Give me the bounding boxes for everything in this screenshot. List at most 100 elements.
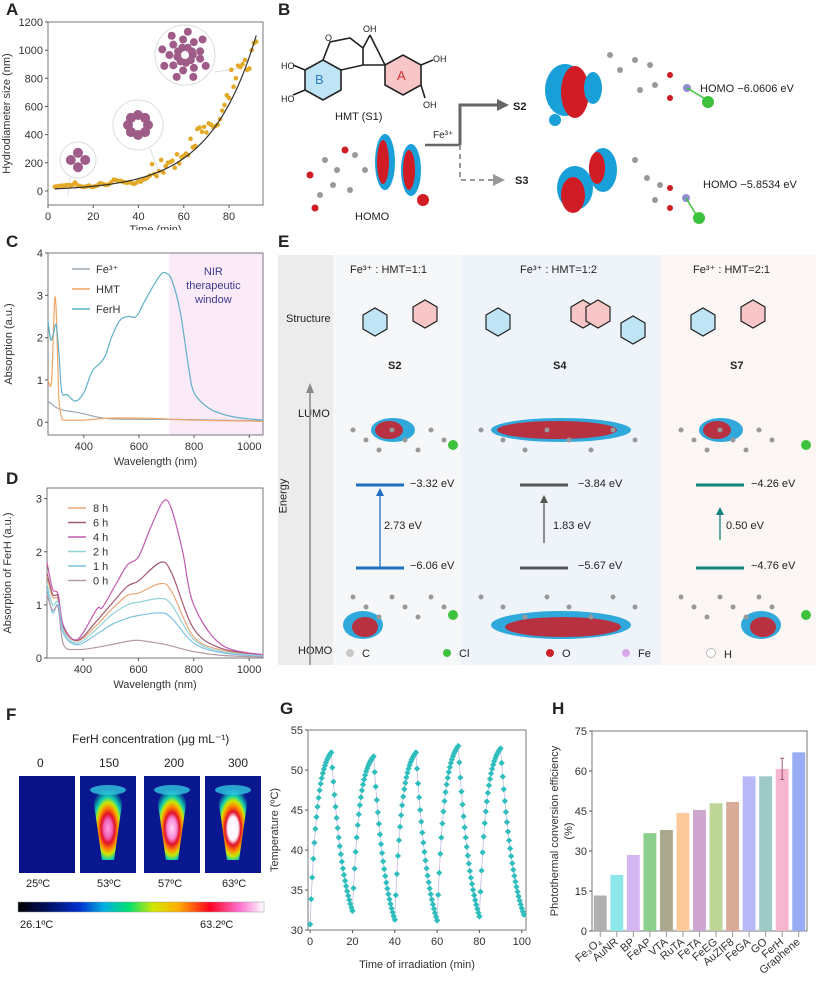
temp-200: 57ºC — [158, 878, 183, 890]
data-point — [513, 883, 520, 890]
chlorine-atom — [801, 440, 811, 450]
data-point — [424, 872, 431, 879]
carbon-atom — [678, 594, 684, 600]
data-point — [399, 802, 406, 809]
homo-energy-s7: −4.76 eV — [751, 560, 796, 572]
bar-1 — [610, 875, 624, 931]
y-axis-label: Absorption (a.u.) — [3, 303, 15, 384]
x-tick-label: 80 — [223, 211, 235, 223]
arrow-to-s2-head — [497, 99, 509, 111]
carbon-atom — [704, 614, 710, 620]
data-point — [231, 84, 236, 90]
panel-label-d: D — [6, 469, 19, 488]
data-point — [442, 789, 449, 796]
energy-arrow-icon — [306, 383, 314, 393]
data-point — [458, 788, 465, 795]
svg-text:OH: OH — [423, 100, 437, 110]
callout-line — [149, 147, 159, 171]
data-point — [386, 896, 393, 903]
data-point — [341, 877, 349, 884]
data-point — [479, 849, 486, 856]
legend-label-3: 2 h — [93, 547, 108, 559]
data-point — [226, 95, 232, 101]
bar-10 — [759, 776, 773, 931]
carbon-atom — [756, 427, 762, 433]
data-point — [387, 900, 394, 908]
data-point — [334, 824, 341, 832]
carbon-atom — [478, 594, 484, 600]
lumo-orbital-lobe-S7 — [703, 421, 731, 439]
name-s7: S7 — [730, 360, 744, 372]
data-point — [423, 865, 430, 872]
data-point — [340, 871, 348, 878]
ring-b-structure — [485, 307, 511, 337]
y-tick-label: 1 — [36, 600, 42, 612]
plot-frame — [46, 487, 264, 659]
chlorine-atom — [448, 440, 458, 450]
panel-label-g: G — [280, 699, 294, 718]
series-line-4 — [46, 588, 264, 658]
data-point — [469, 886, 477, 893]
data-point — [466, 867, 474, 875]
fit-curve — [54, 35, 257, 190]
aggregate-particle — [179, 35, 188, 44]
carbon-atom — [441, 604, 447, 610]
aggregate-particle — [169, 40, 178, 49]
x-tick-label: 800 — [185, 441, 203, 453]
data-point — [429, 901, 436, 908]
data-point — [457, 774, 464, 781]
data-point — [437, 850, 444, 858]
aggregate-particle — [158, 45, 167, 54]
data-point — [485, 782, 493, 789]
s2-homo-orbital — [545, 52, 714, 126]
data-point — [336, 843, 343, 850]
aggregate-particle — [165, 51, 174, 59]
data-point — [436, 869, 443, 876]
chart-g-temperature-cycles: 30 35 40 45 50 55 0 20 40 60 80 100 Time of irradiat… — [269, 725, 531, 971]
data-point — [315, 794, 322, 802]
plot-frame — [307, 729, 527, 931]
e-label-column — [278, 255, 333, 665]
carbon-atom — [350, 427, 356, 433]
panel-b: B A HO HO O OH OH OH HMT (S1) HOMO Fe³⁺ … — [275, 10, 816, 225]
data-point — [201, 124, 207, 130]
data-point — [229, 67, 234, 73]
data-point — [500, 786, 507, 793]
data-point — [418, 818, 425, 825]
aggregate-particle — [196, 47, 205, 56]
temp-300: 63ºC — [222, 878, 247, 890]
carbon-atom — [691, 604, 697, 610]
x-tick-label: 1000 — [237, 441, 261, 453]
aggregate-particle — [172, 72, 181, 81]
data-point — [380, 858, 387, 865]
lumo-energy-s7: −4.26 eV — [751, 478, 796, 490]
data-point — [499, 773, 506, 780]
aggregate-particle — [73, 162, 83, 173]
carbon-atom — [544, 594, 550, 600]
y-tick-label: 30 — [291, 925, 303, 937]
y-tick-label: 45 — [291, 805, 303, 817]
data-point — [353, 834, 360, 841]
homo-label: HOMO — [355, 211, 390, 223]
legend-label-0: 8 h — [93, 503, 108, 515]
x-tick-label: 60 — [178, 211, 190, 223]
data-point — [373, 796, 380, 804]
y-tick-label: 30 — [575, 846, 587, 858]
gap-s7: 0.50 eV — [726, 520, 764, 532]
conc-200: 200 — [164, 756, 185, 770]
data-point — [330, 778, 337, 785]
data-point — [459, 801, 466, 808]
arrow-to-s2 — [458, 103, 497, 145]
data-point — [403, 774, 410, 781]
data-point — [420, 839, 427, 846]
data-point — [338, 858, 345, 865]
atom-legend-c: C — [346, 648, 370, 660]
x-axis-label: Wavelength (nm) — [114, 456, 197, 468]
data-point — [501, 797, 508, 805]
plot-frame — [47, 21, 264, 206]
y-tick-label: 40 — [291, 845, 303, 857]
data-point — [422, 857, 429, 864]
data-point — [344, 887, 351, 895]
nir-window-label: therapeutic — [186, 280, 241, 292]
data-point — [402, 779, 409, 787]
